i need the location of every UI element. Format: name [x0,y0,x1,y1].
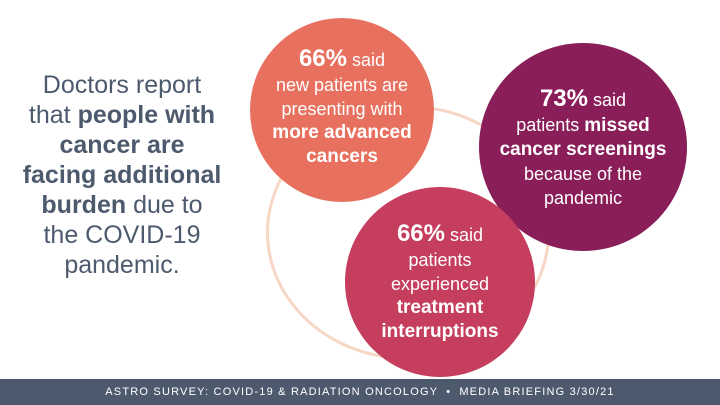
footer-survey-title: ASTRO SURVEY: COVID-19 & RADIATION ONCOL… [105,386,439,398]
stat-emphasis: cancer screenings [499,138,667,160]
headline-text-1: Doctors report that [28,71,202,129]
stat-emphasis: treatment [396,297,484,318]
stat-line: presenting with [281,99,403,119]
stat-emphasis: cancers [306,146,378,167]
stat-line: patients [516,114,585,135]
stat-percent: 73% [539,84,588,112]
headline-text-2: due to the COVID-19 pandemic. [43,191,203,279]
stat-line: experienced [390,274,490,294]
stat-line: patients [408,250,472,270]
stat-said: said [347,50,386,70]
headline: Doctors report that people with cancer a… [22,70,222,280]
headline-emphasis: people with cancer are facing additional… [22,101,222,219]
stat-line: new patients are [275,75,409,95]
stat-emphasis: interruptions [381,321,499,342]
footer-separator: • [446,386,452,398]
stat-percent: 66% [298,45,347,72]
stat-bubble-advanced-cancers: 66% said new patients are presenting wit… [250,18,434,202]
stat-line: pandemic [543,187,623,208]
stat-percent: 66% [396,220,445,247]
stat-line: because of the [523,163,643,184]
stat-emphasis: missed [584,114,650,136]
stat-bubble-treatment-interruptions: 66% said patients experienced treatment … [345,187,535,377]
stat-emphasis: more advanced [272,122,412,143]
stat-said: said [588,89,627,110]
footer-briefing-date: MEDIA BRIEFING 3/30/21 [459,386,615,398]
stat-bubble-missed-screenings: 73% said patients missed cancer screenin… [479,43,687,251]
footer-bar: ASTRO SURVEY: COVID-19 & RADIATION ONCOL… [0,379,720,405]
stat-said: said [445,225,484,245]
